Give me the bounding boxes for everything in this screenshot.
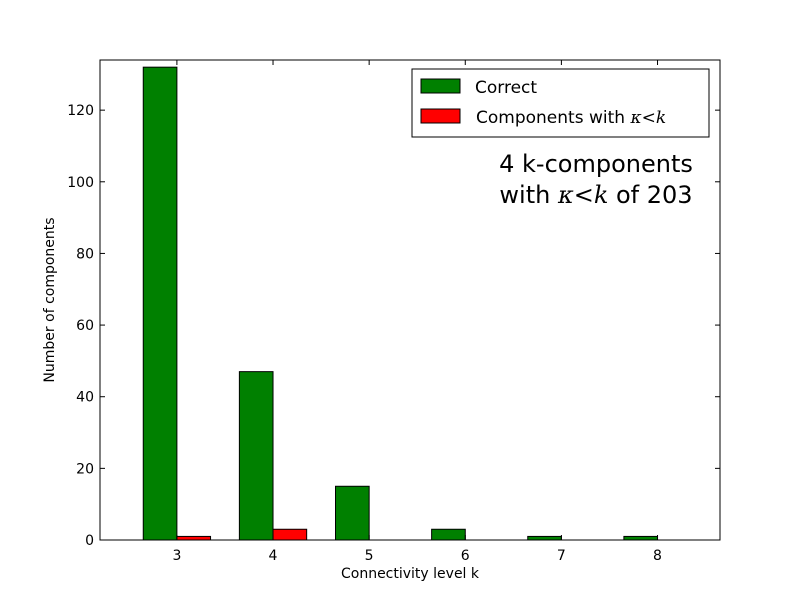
bar-correct-k3	[142, 66, 178, 541]
annotation: 4 k-components with κ<k of 203	[499, 150, 693, 209]
annotation-line-2-suffix: of 203	[616, 181, 693, 209]
y-tick-label-20: 20	[76, 461, 94, 477]
annotation-line-2-math: κ<k	[557, 181, 608, 209]
legend-swatch-correct	[420, 78, 461, 94]
bars-group	[142, 66, 659, 541]
bar-kappa-k3	[176, 535, 212, 541]
annotation-line-1: 4 k-components	[499, 150, 693, 178]
y-tick-label-0: 0	[85, 533, 94, 549]
bar-correct-k4	[238, 371, 274, 541]
x-axis-label: Connectivity level k	[341, 566, 480, 582]
bar-correct-k6	[431, 528, 466, 541]
ticks-group: 0 20 40 60 80 100 120 3 4 5 6 7 8	[67, 60, 720, 564]
legend-label-kappa-math: κ<k	[629, 108, 666, 128]
legend-label-correct: Correct	[475, 78, 537, 98]
x-tick-label-7: 7	[557, 548, 566, 564]
y-tick-label-120: 120	[67, 103, 94, 119]
bar-correct-k5	[335, 485, 370, 541]
x-tick-label-4: 4	[269, 548, 278, 564]
y-tick-label-80: 80	[76, 246, 94, 262]
legend-swatch-kappa	[420, 108, 461, 124]
annotation-line-2: with κ<k of 203	[499, 181, 692, 209]
x-tick-label-8: 8	[653, 548, 662, 564]
x-tick-label-6: 6	[461, 548, 470, 564]
x-tick-label-3: 3	[172, 548, 181, 564]
annotation-line-2-prefix: with	[499, 181, 550, 209]
bar-kappa-k4	[272, 528, 308, 541]
legend-frame	[411, 68, 710, 138]
plot-frame	[99, 59, 721, 541]
y-tick-label-40: 40	[76, 390, 94, 406]
y-axis-label: Number of components	[42, 217, 58, 382]
bar-correct-k8	[623, 535, 659, 541]
y-tick-label-60: 60	[76, 318, 94, 334]
legend-label-kappa: Components with κ<k	[476, 108, 666, 128]
legend: Correct Components with κ<k	[411, 68, 710, 138]
bar-correct-k7	[527, 535, 562, 541]
x-tick-label-5: 5	[365, 548, 374, 564]
legend-label-kappa-text: Components with	[476, 108, 625, 128]
y-tick-label-100: 100	[67, 175, 94, 191]
